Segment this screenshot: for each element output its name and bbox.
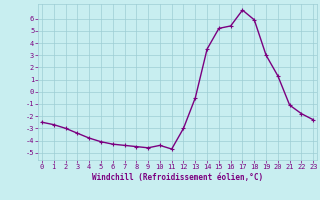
X-axis label: Windchill (Refroidissement éolien,°C): Windchill (Refroidissement éolien,°C): [92, 173, 263, 182]
